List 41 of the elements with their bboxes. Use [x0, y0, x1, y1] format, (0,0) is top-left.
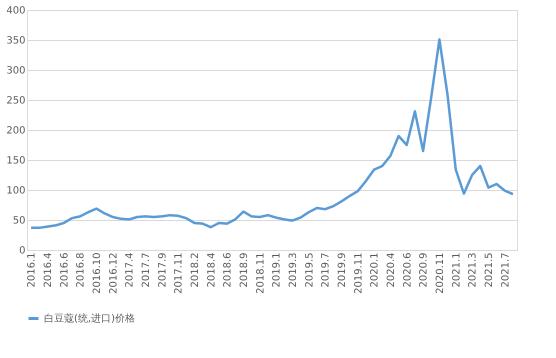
y-tick-label: 50 — [12, 216, 26, 226]
x-tick-label: 2021.5 — [484, 252, 495, 288]
y-tick-label: 300 — [6, 66, 26, 76]
x-tick-label: 2021.3 — [468, 252, 479, 288]
x-tick-label: 2019.9 — [336, 252, 348, 288]
x-tick-label: 2018.6 — [222, 252, 234, 288]
x-tick-label: 2016.10 — [92, 252, 103, 294]
x-tick-label: 2019.7 — [320, 252, 332, 288]
x-tick-label: 2019.1 — [272, 252, 283, 288]
y-tick-label: 400 — [6, 6, 26, 16]
y-tick-label: 0 — [19, 246, 26, 256]
legend-label: 白豆蔻(统,进口)价格 — [44, 312, 135, 324]
x-tick-label: 2018.4 — [206, 252, 218, 288]
x-tick-label: 2020.4 — [386, 252, 397, 288]
y-tick-label: 250 — [6, 96, 26, 106]
x-tick-label: 2018.11 — [255, 252, 266, 294]
x-tick-label: 2021.1 — [451, 252, 462, 288]
x-tick-label: 2020.1 — [370, 252, 381, 288]
y-tick-label: 100 — [6, 186, 26, 196]
x-tick-label: 2020.11 — [434, 252, 446, 294]
x-tick-label: 2019.3 — [288, 252, 299, 288]
line-series — [30, 38, 514, 230]
x-tick-label: 2021.7 — [500, 252, 512, 288]
x-tick-label: 2016.1 — [26, 252, 38, 288]
x-tick-label: 2019.5 — [304, 252, 316, 288]
x-tick-label: 2017.4 — [124, 252, 136, 288]
x-tick-label: 2019.11 — [353, 252, 364, 294]
x-tick-label: 2020.9 — [418, 252, 430, 288]
x-tick-label: 2016.6 — [59, 252, 70, 288]
x-tick-label: 2017.11 — [174, 252, 185, 294]
y-tick-label: 350 — [6, 36, 26, 46]
x-tick-label: 2016.12 — [108, 252, 120, 294]
x-tick-label: 2017.9 — [157, 252, 168, 288]
x-tick-label: 2018.9 — [238, 252, 250, 288]
x-tick-label: 2018.2 — [190, 252, 201, 288]
x-tick-label: 2016.4 — [42, 252, 54, 288]
y-tick-label: 200 — [6, 126, 26, 136]
x-tick-label: 2016.8 — [76, 252, 87, 288]
x-tick-label: 2017.7 — [140, 252, 152, 288]
x-tick-label: 2020.6 — [402, 252, 414, 288]
y-tick-label: 150 — [6, 156, 26, 166]
